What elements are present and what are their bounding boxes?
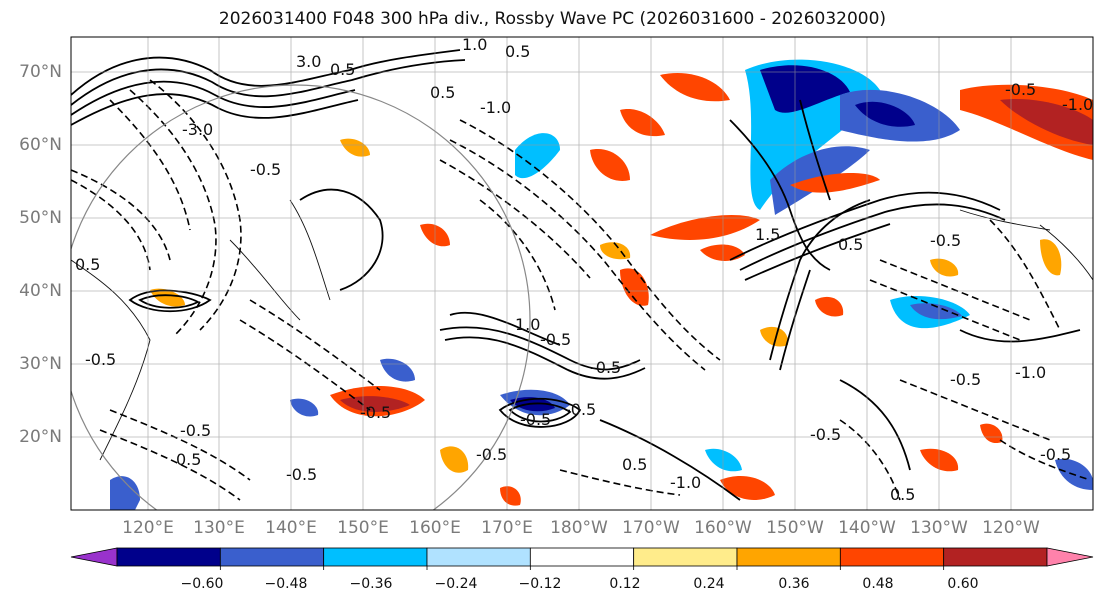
contour-label: 1.5 [755,225,780,244]
lon-label-150e: 150°E [337,518,389,538]
contour-label: 1.0 [462,35,487,54]
contour-lines [71,49,1081,501]
contour-label: 0.5 [330,60,355,79]
contour-label: -0.5 [1005,80,1036,99]
lon-label-170e: 170°E [481,518,533,538]
lon-label-140w: 140°W [838,518,896,538]
colorbar-tick--0.36: −0.36 [349,576,393,592]
contour-label: -1.0 [1015,363,1046,382]
colorbar [70,547,1094,570]
contour-label: -0.5 [930,231,961,250]
contour-label: 0.5 [75,255,100,274]
contour-label: 0.5 [890,485,915,504]
contour-label: -0.5 [476,445,507,464]
contour-label: 0.5 [838,235,863,254]
contour-label: -0.5 [950,370,981,389]
plot-frame [70,36,1094,511]
lat-label-20n: 20°N [19,427,62,447]
contour-label: -0.5 [180,421,211,440]
contour-label: -0.5 [250,160,281,179]
coastlines [71,199,1093,461]
contour-labels: 1.0 0.53.0 0.5-3.00.5-1.0-0.51.0-0.5-0.5-0… [75,35,1093,504]
lat-label-70n: 70°N [19,62,62,82]
colorbar-tick-0.48: 0.48 [862,576,894,592]
contour-label: 0.5 [505,42,530,61]
colorbar-segment [219,547,325,567]
contour-label: -0.5 [590,358,621,377]
colorbar-segment [839,547,945,567]
reference-circle [71,84,531,510]
lon-label-120w: 120°W [982,518,1040,538]
lon-label-120e: 120°E [122,518,174,538]
contour-label: -3.0 [182,120,213,139]
lon-label-170w: 170°W [622,518,680,538]
contour-label: -1.0 [670,473,701,492]
contour-label: -1.0 [1062,95,1093,114]
colorbar-segment [633,547,738,567]
contour-label: 3.0 [296,52,321,71]
lon-label-130w: 130°W [910,518,968,538]
colorbar-tick--0.48: −0.48 [264,576,308,592]
colorbar-tick--0.12: −0.12 [518,576,562,592]
contour-label: -0.5 [1040,445,1071,464]
colorbar-extend-high [1046,547,1094,567]
contour-label: -0.5 [810,425,841,444]
colorbar-tick-0.12: 0.12 [609,576,641,592]
map-title: 2026031400 F048 300 hPa div., Rossby Wav… [218,9,887,29]
contour-label: -0.5 [540,330,571,349]
lon-label-160w: 160°W [694,518,752,538]
lon-label-130e: 130°E [193,518,245,538]
contour-lines-dashed [71,79,1091,501]
colorbar-segment [736,547,841,567]
contour-label: -0.5 [520,410,551,429]
lon-label-160e: 160°E [409,518,461,538]
colorbar-tick--0.24: −0.24 [434,576,478,592]
colorbar-segment [116,547,221,567]
lat-label-50n: 50°N [19,208,62,228]
contour-label: 0.5 [430,83,455,102]
lon-label-150w: 150°W [766,518,824,538]
colorbar-tick-0.24: 0.24 [693,576,725,592]
colorbar-segment [529,547,635,567]
lat-label-60n: 60°N [19,135,62,155]
contour-label: 1.0 [515,315,540,334]
lon-label-140e: 140°E [265,518,317,538]
colorbar-extend-low [70,547,118,567]
colorbar-tick-0.60: 0.60 [947,576,979,592]
lon-label-180w: 180°W [550,518,608,538]
colorbar-tick-0.36: 0.36 [778,576,810,592]
lat-label-40n: 40°N [19,281,62,301]
colorbar-segment [943,547,1048,567]
contour-label: -0.5 [360,403,391,422]
contour-label: -0.5 [565,400,596,419]
map-grid [71,37,1093,510]
colorbar-tick--0.60: −0.60 [180,576,224,592]
colorbar-segment [426,547,531,567]
contour-label: -0.5 [286,465,317,484]
colorbar-segment [323,547,428,567]
contour-label: 0.5 [176,450,201,469]
contour-label: -0.5 [85,350,116,369]
lat-label-30n: 30°N [19,354,62,374]
contour-label: 0.5 [622,455,647,474]
contour-label: -1.0 [480,98,511,117]
